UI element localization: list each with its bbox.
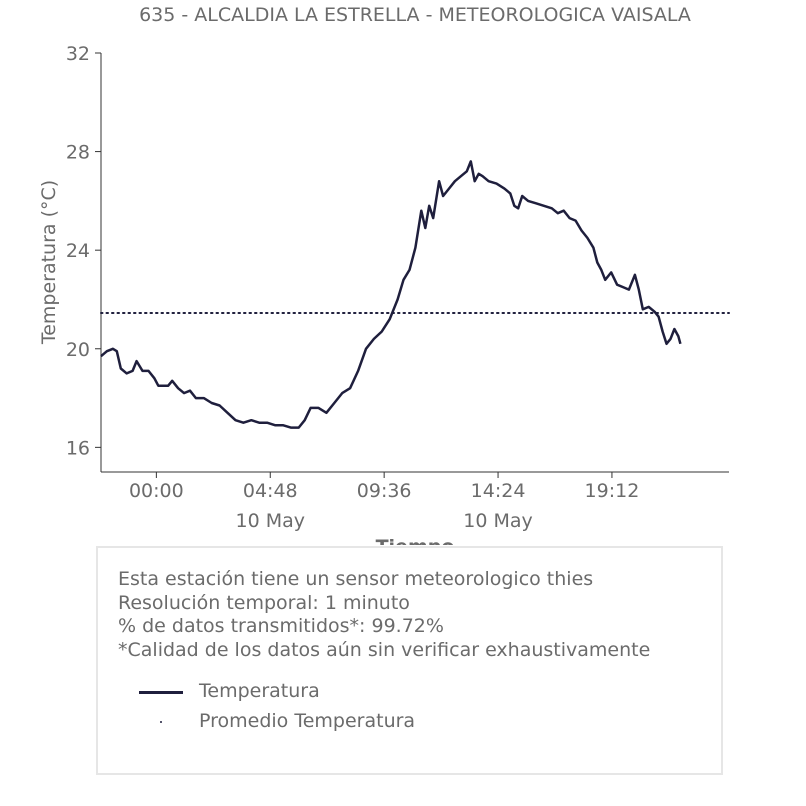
y-ticks: 16 20 24 28 32 (66, 43, 101, 459)
y-axis-title: Temperatura (°C) (38, 180, 60, 345)
info-box: Esta estación tiene un sensor meteorolog… (96, 546, 723, 775)
x-tick-sublabel: 10 May (236, 510, 306, 532)
info-line-resolution: Resolución temporal: 1 minuto (118, 591, 410, 614)
x-tick-label: 04:48 (243, 480, 298, 502)
legend-label: Promedio Temperatura (199, 710, 416, 732)
x-tick-label: 09:36 (357, 480, 412, 502)
info-line-quality: *Calidad de los datos aún sin verificar … (118, 638, 651, 661)
x-ticks: 00:00 04:48 10 May 09:36 14:24 10 May 19:12 (129, 472, 639, 532)
legend-swatch-dotted (160, 721, 162, 723)
x-tick-label: 00:00 (129, 480, 184, 502)
y-tick-label: 28 (66, 142, 90, 164)
x-tick-label: 14:24 (471, 480, 526, 502)
series-temperature-line (100, 160, 682, 429)
temperature-chart: 635 - ALCALDIA LA ESTRELLA - METEOROLOGI… (38, 4, 730, 545)
x-axis-title: Tiempo (376, 536, 455, 545)
series-layer (100, 160, 730, 429)
x-tick-sublabel: 10 May (463, 510, 533, 532)
x-tick-label: 19:12 (585, 480, 640, 502)
y-tick-label: 32 (66, 43, 90, 65)
plot-area: 16 20 24 28 32 00:00 04:48 10 May 09:36 14:24 10 … (66, 43, 730, 532)
y-tick-label: 16 (66, 437, 90, 459)
chart-title: 635 - ALCALDIA LA ESTRELLA - METEOROLOGI… (139, 4, 691, 26)
y-tick-label: 24 (66, 240, 90, 262)
info-text: Esta estación tiene un sensor meteorolog… (118, 568, 650, 662)
legend-label: Temperatura (199, 680, 320, 702)
info-line-sensor: Esta estación tiene un sensor meteorolog… (118, 568, 594, 590)
info-line-transmitted: % de datos transmitidos*: 99.72% (118, 615, 444, 637)
y-tick-label: 20 (66, 339, 90, 361)
legend-swatch-solid (139, 691, 183, 694)
